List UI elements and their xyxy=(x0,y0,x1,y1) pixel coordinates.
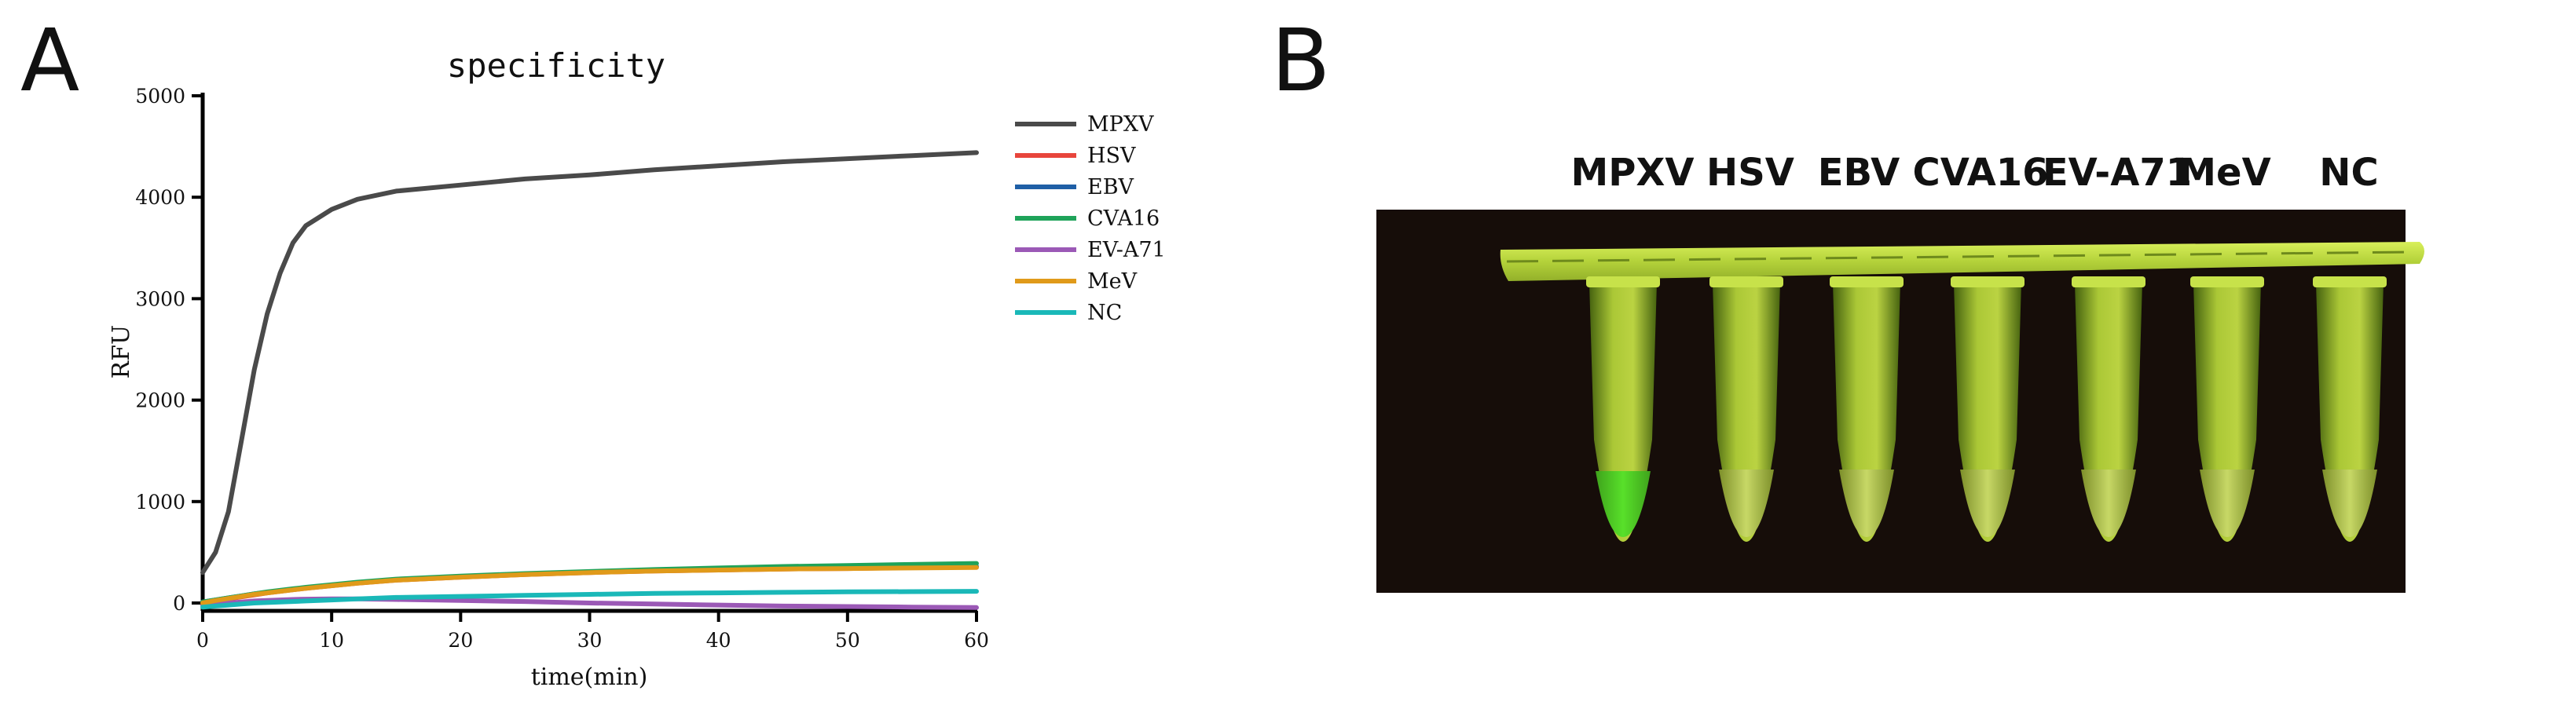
tube-label: EBV xyxy=(1818,151,1900,195)
x-tick-label: 10 xyxy=(319,629,344,652)
x-axis-title: time(min) xyxy=(531,663,648,691)
y-tick-label: 2000 xyxy=(135,389,185,412)
series-line-nc xyxy=(200,589,979,610)
legend-label: HSV xyxy=(1087,144,1136,168)
tube-rim xyxy=(2313,276,2387,287)
legend-label: EV-A71 xyxy=(1087,238,1166,262)
chart-title: specificity xyxy=(447,46,665,85)
tube-label: MeV xyxy=(2178,151,2270,195)
panel-label-b: B xyxy=(1271,10,1331,111)
y-tick-label: 5000 xyxy=(135,85,185,108)
x-tick-label: 40 xyxy=(706,629,731,652)
tube-rim xyxy=(2190,276,2264,287)
series-line-mev xyxy=(200,565,979,605)
tube-liquid xyxy=(2200,470,2255,537)
y-axis-title: RFU xyxy=(108,325,135,379)
tube-rim xyxy=(2072,276,2145,287)
tube-liquid xyxy=(2322,470,2377,537)
tube-rim xyxy=(1951,276,2025,287)
legend-label: CVA16 xyxy=(1087,206,1160,231)
x-tick-label: 0 xyxy=(196,629,209,652)
tube-liquid xyxy=(1719,470,1774,537)
tube-rim xyxy=(1709,276,1783,287)
x-ticks: 0 10 20 30 40 50 60 xyxy=(196,611,989,652)
y-tick-label: 4000 xyxy=(135,186,185,209)
tube-label: EV-A71 xyxy=(2043,151,2192,195)
rfu-line-chart: specificity 0 1000 2000 3000 4000 5000 0 10 20 3… xyxy=(108,46,1166,691)
y-tick-label: 3000 xyxy=(135,287,185,310)
legend-label: EBV xyxy=(1087,175,1134,199)
y-tick-label: 0 xyxy=(173,592,185,615)
tube-label: NC xyxy=(2319,151,2378,195)
tube-liquid xyxy=(2081,470,2136,537)
x-tick-label: 30 xyxy=(577,629,603,652)
legend-label: NC xyxy=(1087,301,1122,325)
tube-liquid xyxy=(1596,471,1651,537)
tube-liquid xyxy=(1960,470,2015,537)
series-lines xyxy=(200,150,979,610)
y-tick-label: 1000 xyxy=(135,491,185,514)
tube-liquid xyxy=(1839,470,1894,537)
tube-row xyxy=(1500,242,2424,542)
tube-rim xyxy=(1586,276,1660,287)
x-tick-label: 20 xyxy=(448,629,473,652)
tube-label: HSV xyxy=(1706,151,1794,195)
tube-rim xyxy=(1830,276,1904,287)
strip-groove xyxy=(1506,250,2414,263)
series-line-mpxv xyxy=(200,150,979,576)
x-tick-label: 50 xyxy=(835,629,860,652)
tube-label: CVA16 xyxy=(1912,151,2048,195)
tube-label: MPXV xyxy=(1570,151,1694,195)
y-ticks: 0 1000 2000 3000 4000 5000 xyxy=(135,85,203,615)
chart-legend: MPXV HSV EBV CVA16 EV-A71 MeV NC xyxy=(1015,112,1166,325)
panel-label-a: A xyxy=(20,10,80,111)
legend-label: MeV xyxy=(1087,269,1138,294)
tube-strip xyxy=(1500,242,2424,281)
legend-label: MPXV xyxy=(1087,112,1154,137)
x-tick-label: 60 xyxy=(964,629,989,652)
